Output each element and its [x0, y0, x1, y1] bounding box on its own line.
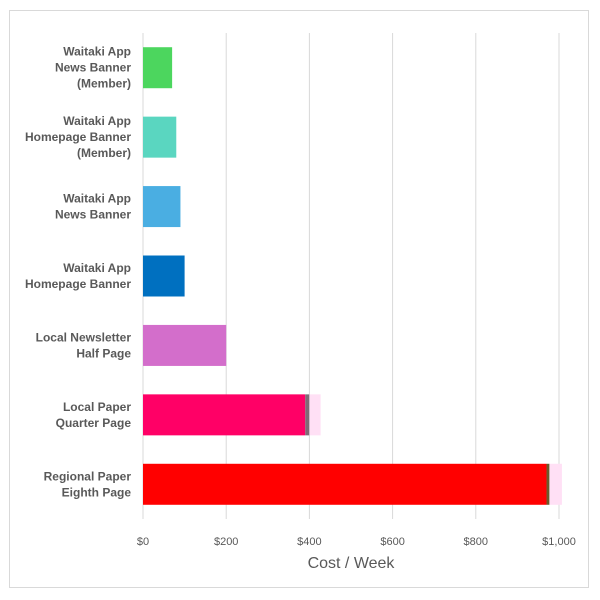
x-tick-label: $0: [137, 536, 149, 548]
bar-segment: [143, 116, 177, 158]
category-label: Waitaki App News Banner (Member): [55, 45, 131, 91]
x-tick-label: $600: [380, 536, 404, 548]
category-label: Waitaki App Homepage Banner: [25, 261, 131, 291]
bar-segment: [546, 463, 550, 505]
bar-segment: [549, 463, 562, 505]
bar-segment: [143, 47, 173, 89]
x-tick-label: $400: [297, 536, 321, 548]
category-label: Regional Paper Eighth Page: [44, 469, 132, 499]
x-axis-title: Cost / Week: [308, 555, 396, 572]
bars: [143, 47, 562, 505]
x-tick-label: $200: [214, 536, 238, 548]
x-tick-label: $1,000: [542, 536, 576, 548]
category-label: Local Newsletter Half Page: [36, 330, 132, 360]
category-label: Waitaki App Homepage Banner (Member): [25, 114, 131, 160]
bar-segment: [305, 394, 310, 436]
bar-segment: [143, 463, 547, 505]
x-tick-label: $800: [464, 536, 488, 548]
x-tick-labels: $0 $200 $400 $600 $800 $1,000: [137, 536, 576, 548]
category-label: Local Paper Quarter Page: [56, 400, 132, 430]
bar-segment: [143, 255, 185, 297]
bar-segment: [143, 394, 306, 436]
gridlines: [142, 33, 560, 519]
bar-segment: [309, 394, 321, 436]
bar-segment: [143, 324, 227, 366]
category-labels: Waitaki App News Banner (Member) Waitaki Ap…: [25, 45, 131, 500]
category-label: Waitaki App News Banner: [55, 192, 131, 222]
bar-segment: [143, 186, 181, 228]
